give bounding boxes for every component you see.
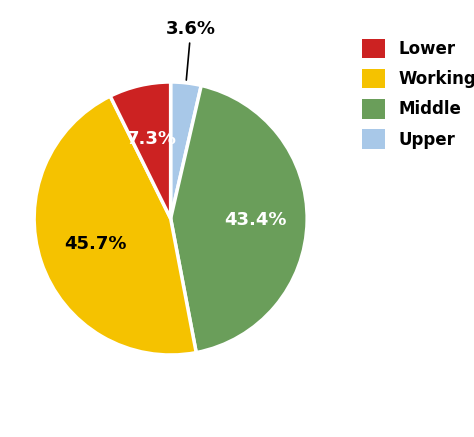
Wedge shape	[171, 86, 307, 353]
Wedge shape	[171, 82, 201, 218]
Text: 7.3%: 7.3%	[127, 130, 177, 148]
Legend: Lower, Working, Middle, Upper: Lower, Working, Middle, Upper	[362, 39, 474, 149]
Wedge shape	[34, 96, 196, 355]
Text: 3.6%: 3.6%	[166, 20, 216, 80]
Wedge shape	[110, 82, 171, 218]
Text: 45.7%: 45.7%	[64, 235, 127, 253]
Text: 43.4%: 43.4%	[224, 211, 286, 229]
